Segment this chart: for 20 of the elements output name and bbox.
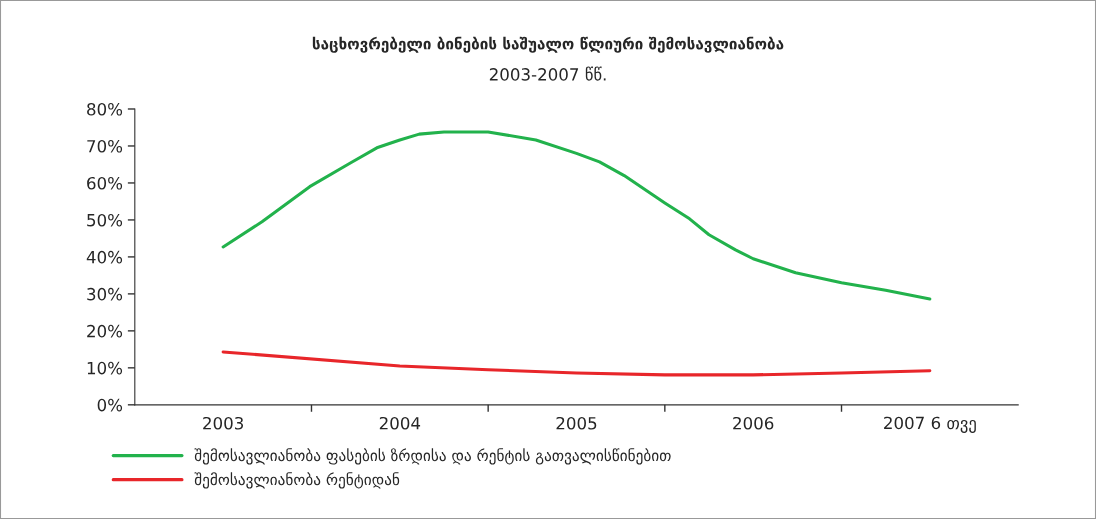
x-tick-label: 2004	[379, 416, 421, 430]
chart-subtitle: 2003-2007 წწ.	[489, 66, 606, 81]
y-tick-label: 0%	[97, 398, 123, 412]
x-tick-label: 2003	[203, 416, 244, 430]
y-tick-label: 70%	[87, 139, 123, 153]
x-tick-label: 2006	[733, 416, 774, 430]
line-series	[221, 350, 932, 377]
line-series	[221, 130, 932, 301]
legend-label: შემოსავლიანობა ფასების ზრდისა და რენტის გათვალისწინებით	[194, 448, 671, 465]
x-tick-label: 2007 6 თვე	[884, 416, 976, 433]
y-tick-label: 50%	[87, 213, 123, 227]
legend-label: შემოსავლიანობა რენტიდან	[194, 472, 400, 489]
y-tick-label: 10%	[87, 361, 123, 375]
x-tick-label: 2005	[556, 416, 597, 430]
y-tick-label: 20%	[87, 324, 123, 338]
y-tick-label: 30%	[87, 287, 123, 301]
chart-title: საცხოვრებელი ბინების საშუალო წლიური შემოსავლიანობა	[312, 36, 784, 53]
y-tick-label: 60%	[87, 176, 123, 190]
y-tick-label: 40%	[86, 250, 123, 264]
y-tick-label: 80%	[87, 102, 123, 116]
